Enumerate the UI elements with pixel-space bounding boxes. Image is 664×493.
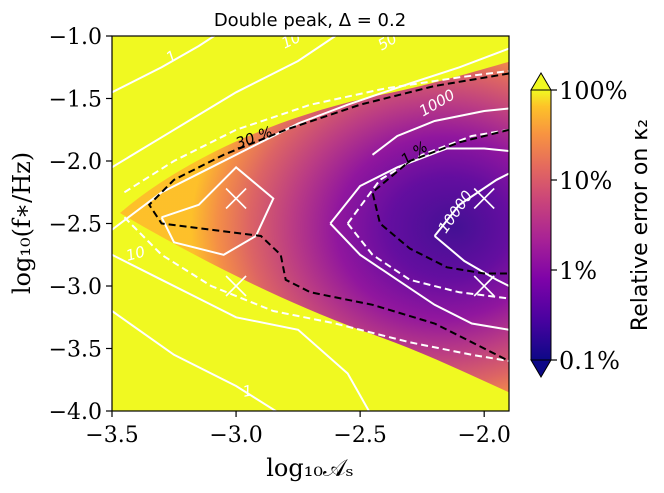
error-contour-line: [147, 72, 509, 362]
error-contour-line-light: [123, 216, 509, 362]
y-tick-label: −4.0: [49, 400, 102, 425]
colorbar-label: Relative error on κ₂: [628, 119, 653, 331]
snr-contour-line: [112, 310, 278, 411]
y-axis-label: log₁₀(f∗/Hz): [8, 152, 36, 294]
colorbar-tick-label: 100%: [559, 77, 628, 105]
x-tick-label: −3.5: [85, 423, 138, 448]
snr-contour-line: [329, 147, 509, 225]
markers: [225, 187, 495, 297]
error-contour-line-light: [346, 222, 509, 300]
heatmap-low-error-region: [120, 61, 509, 393]
snr-contour-line: [160, 165, 275, 256]
error-contour-line-light: [123, 70, 509, 194]
snr-contour-label: 10: [124, 243, 147, 265]
y-tick-label: −3.0: [49, 275, 102, 300]
colorbar-tick-label: 0.1%: [559, 347, 620, 375]
marker-x: [225, 187, 247, 210]
snr-contour-line: [433, 235, 509, 287]
snr-contour-line: [112, 253, 371, 411]
marker-x: [473, 275, 495, 297]
y-tick-label: −2.5: [49, 213, 102, 238]
colorbar: 0.1% 1% 10% 100% Relative error on κ₂: [530, 72, 653, 378]
snr-contour-line: [112, 47, 509, 231]
snr-contour-label: 1: [241, 381, 254, 400]
y-tick-label: −3.5: [49, 338, 102, 363]
y-axis: −4.0 −3.5 −3.0 −2.5 −2.0 −1.5 −1.0: [49, 25, 112, 425]
y-tick-label: −1.0: [49, 25, 102, 50]
colorbar-gradient: [530, 89, 552, 361]
x-tick-label: −3.0: [209, 423, 262, 448]
snr-contour-line: [112, 36, 217, 94]
colorbar-tick-label: 10%: [559, 167, 612, 195]
x-axis: −3.5 −3.0 −2.5 −2.0: [85, 411, 511, 448]
y-tick-label: −2.0: [49, 150, 102, 175]
snr-contour-line: [112, 36, 336, 169]
y-tick-label: −1.5: [49, 88, 102, 113]
x-axis-label: log₁₀𝒜ₛ: [266, 454, 354, 482]
snr-contour-line: [371, 107, 509, 156]
colorbar-extend-bottom: [530, 359, 552, 378]
colorbar-ticks: 0.1% 1% 10% 100%: [551, 77, 628, 375]
snr-contour-line: [329, 222, 509, 331]
colorbar-tick-label: 1%: [559, 257, 597, 285]
x-tick-label: −2.0: [457, 423, 510, 448]
marker-x: [225, 275, 247, 297]
marker-x: [473, 187, 495, 210]
error-contour-line-light: [346, 128, 509, 225]
chart-title: Double peak, Δ = 0.2: [214, 10, 406, 31]
colorbar-extend-top: [530, 72, 552, 91]
error-contour-line: [371, 128, 509, 275]
x-tick-label: −2.5: [333, 423, 386, 448]
